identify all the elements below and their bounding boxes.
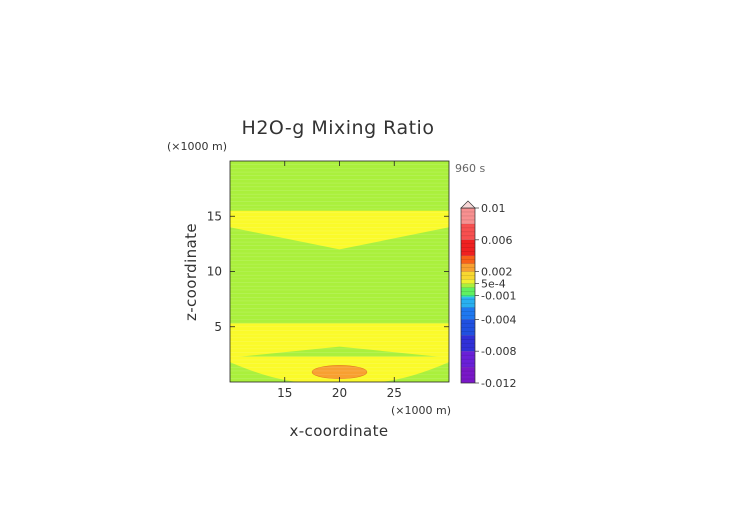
chart-title: H2O-g Mixing Ratio — [242, 117, 435, 139]
x-tick-label: 15 — [277, 386, 292, 400]
colorbar-segment — [461, 239, 475, 256]
colorbar-segment — [461, 208, 475, 224]
x-axis-label: x-coordinate — [289, 422, 388, 440]
y-tick-label: 15 — [207, 209, 222, 223]
y-unit-label: (×1000 m) — [167, 140, 227, 153]
y-ticks: 5 10 15 — [207, 209, 449, 334]
colorbar-tick-label: 0.002 — [481, 266, 513, 279]
time-label: 960 s — [455, 162, 485, 175]
x-ticks: 15 20 25 — [277, 161, 402, 400]
colorbar-tick-label: 0.01 — [481, 202, 506, 215]
colorbar-segment — [461, 223, 475, 240]
colorbar-segment — [461, 367, 475, 383]
colorbar-segment — [461, 335, 475, 352]
colorbar-segment — [461, 307, 475, 320]
colorbar-tick-label: -0.008 — [481, 345, 516, 358]
colorbar-tick-label: -0.004 — [481, 313, 516, 326]
x-tick-label: 25 — [387, 386, 402, 400]
contour-field — [230, 160, 449, 383]
colorbar-extend-arrow — [460, 200, 476, 209]
colorbar-segment — [461, 287, 475, 296]
colorbar-segment — [461, 297, 475, 308]
colorbar-segment — [461, 283, 475, 288]
colorbar-tick-label: 5e-4 — [481, 278, 506, 291]
colorbar-segment — [461, 271, 475, 280]
x-tick-label: 20 — [332, 386, 347, 400]
x-unit-label: (×1000 m) — [391, 404, 451, 417]
colorbar-segment — [461, 319, 475, 336]
y-axis-label: z-coordinate — [182, 223, 200, 321]
colorbar-segment — [461, 279, 475, 284]
colorbar-tick-label: 0.006 — [481, 234, 513, 247]
colorbar-segment — [461, 255, 475, 264]
colorbar-segment — [461, 295, 475, 298]
colorbar-segment — [461, 351, 475, 368]
colorbar-tick-label: -0.001 — [481, 290, 516, 303]
y-tick-label: 10 — [207, 265, 222, 279]
region-upper-band — [230, 210, 449, 250]
colorbar-tick-label: -0.012 — [481, 377, 516, 390]
y-tick-label: 5 — [214, 320, 222, 334]
colorbar-segment — [461, 263, 475, 272]
region-lower-band — [230, 323, 449, 358]
